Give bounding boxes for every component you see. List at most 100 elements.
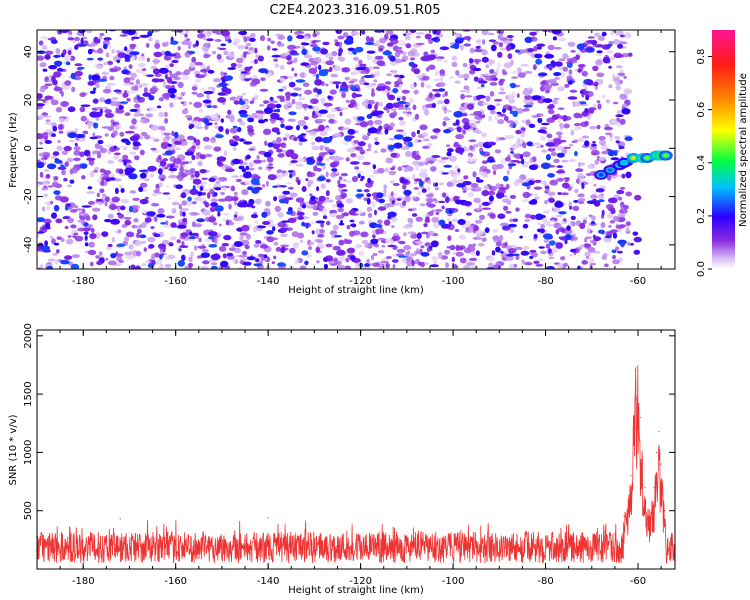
noise-speck bbox=[422, 145, 430, 149]
noise-blob bbox=[519, 235, 523, 239]
noise-speck bbox=[42, 181, 48, 187]
noise-speck bbox=[610, 229, 618, 234]
noise-blob bbox=[587, 47, 593, 52]
y-tick-label: 2000 bbox=[23, 323, 34, 348]
noise-speck bbox=[186, 38, 190, 42]
noise-blob bbox=[515, 129, 522, 135]
noise-speck bbox=[481, 39, 486, 45]
noise-speck bbox=[337, 180, 341, 185]
noise-blob bbox=[540, 122, 550, 126]
noise-blob bbox=[455, 37, 465, 41]
noise-blob bbox=[74, 63, 83, 67]
noise-speck bbox=[64, 225, 69, 230]
noise-blob bbox=[37, 133, 44, 140]
noise-blob bbox=[453, 42, 460, 50]
noise-speck bbox=[125, 231, 135, 238]
noise-speck bbox=[521, 259, 525, 264]
noise-speck bbox=[610, 56, 616, 60]
noise-speck bbox=[612, 74, 616, 79]
noise-speck bbox=[553, 97, 560, 101]
noise-blob bbox=[103, 43, 108, 50]
noise-speck bbox=[340, 173, 348, 177]
noise-speck bbox=[619, 79, 623, 85]
noise-speck bbox=[538, 113, 544, 117]
noise-speck bbox=[57, 146, 63, 152]
noise-blob bbox=[374, 30, 384, 33]
noise-blob bbox=[553, 72, 562, 76]
noise-blob bbox=[232, 135, 240, 140]
noise-speck bbox=[508, 38, 513, 42]
noise-blob bbox=[211, 265, 218, 269]
noise-blob bbox=[354, 94, 363, 97]
noise-speck bbox=[418, 171, 428, 178]
noise-speck bbox=[577, 63, 586, 68]
noise-blob bbox=[243, 141, 253, 145]
noise-blob bbox=[290, 153, 299, 160]
noise-blob bbox=[261, 211, 268, 218]
noise-speck bbox=[419, 124, 428, 131]
noise-speck bbox=[350, 153, 357, 158]
noise-speck bbox=[200, 87, 207, 92]
noise-speck bbox=[212, 50, 216, 55]
noise-speck bbox=[301, 46, 305, 50]
noise-blob bbox=[177, 224, 187, 229]
noise-blob bbox=[533, 233, 538, 239]
signal-core bbox=[607, 168, 613, 172]
noise-speck bbox=[449, 155, 457, 162]
noise-speck bbox=[201, 209, 211, 216]
noise-blob bbox=[270, 112, 280, 120]
noise-blob bbox=[531, 95, 542, 101]
noise-speck bbox=[59, 117, 65, 123]
noise-blob bbox=[448, 209, 453, 214]
noise-blob bbox=[116, 59, 121, 64]
noise-blob bbox=[46, 265, 54, 269]
noise-blob bbox=[357, 173, 361, 179]
noise-speck bbox=[245, 233, 251, 240]
noise-blob bbox=[416, 129, 420, 135]
noise-speck bbox=[511, 70, 519, 74]
noise-blob bbox=[601, 209, 605, 216]
noise-speck bbox=[64, 80, 72, 86]
noise-speck bbox=[206, 93, 210, 100]
noise-blob bbox=[438, 200, 446, 204]
noise-blob bbox=[447, 148, 454, 153]
noise-speck bbox=[45, 100, 50, 106]
noise-blob bbox=[277, 262, 286, 267]
noise-speck bbox=[615, 246, 620, 251]
noise-blob bbox=[92, 214, 98, 221]
noise-blob bbox=[616, 189, 625, 195]
noise-speck bbox=[554, 77, 561, 80]
noise-blob bbox=[195, 139, 201, 146]
noise-speck bbox=[468, 257, 478, 261]
noise-speck bbox=[279, 64, 285, 70]
noise-speck bbox=[440, 76, 444, 82]
noise-speck bbox=[298, 141, 303, 146]
noise-speck bbox=[107, 160, 115, 164]
noise-speck bbox=[111, 49, 115, 54]
noise-speck bbox=[292, 171, 296, 177]
noise-blob bbox=[441, 205, 445, 210]
noise-blob bbox=[432, 128, 441, 133]
noise-speck bbox=[114, 65, 118, 70]
noise-speck bbox=[285, 182, 293, 185]
noise-speck bbox=[307, 172, 316, 178]
noise-speck bbox=[344, 265, 351, 269]
noise-blob bbox=[332, 81, 342, 85]
noise-blob bbox=[287, 35, 293, 42]
noise-speck bbox=[259, 35, 266, 42]
noise-speck bbox=[494, 114, 499, 121]
noise-speck bbox=[88, 159, 95, 166]
noise-blob bbox=[318, 64, 322, 71]
noise-speck bbox=[86, 191, 96, 194]
noise-blob bbox=[292, 137, 298, 141]
noise-blob bbox=[220, 260, 229, 268]
noise-blob bbox=[539, 214, 546, 219]
noise-blob bbox=[90, 74, 101, 81]
colorbar: 0.00.20.40.60.8 Normalized spectral ampl… bbox=[696, 30, 749, 277]
noise-speck bbox=[411, 196, 416, 199]
snr-key-point bbox=[655, 451, 658, 454]
noise-speck bbox=[146, 57, 150, 63]
snr-frame bbox=[36, 329, 676, 570]
noise-speck bbox=[60, 90, 64, 97]
noise-speck bbox=[160, 177, 165, 182]
